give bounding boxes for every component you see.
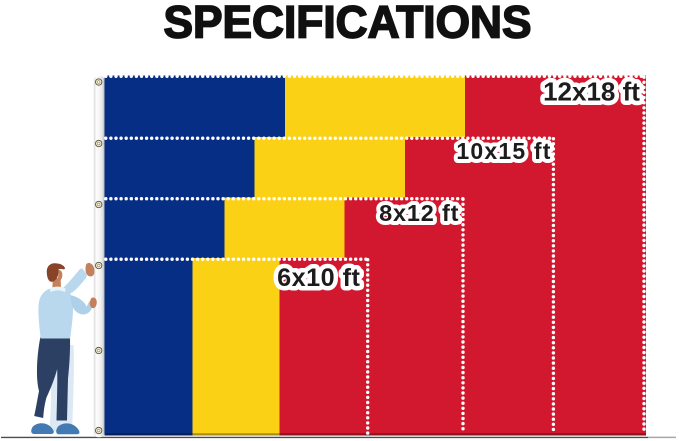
svg-text:10x15 ft: 10x15 ft (456, 138, 551, 164)
svg-text:8x12 ft: 8x12 ft (379, 200, 459, 226)
svg-text:12x18 ft: 12x18 ft (543, 76, 640, 106)
svg-text:SPECIFICATIONS: SPECIFICATIONS (164, 0, 532, 47)
svg-text:6x10 ft: 6x10 ft (277, 264, 360, 292)
